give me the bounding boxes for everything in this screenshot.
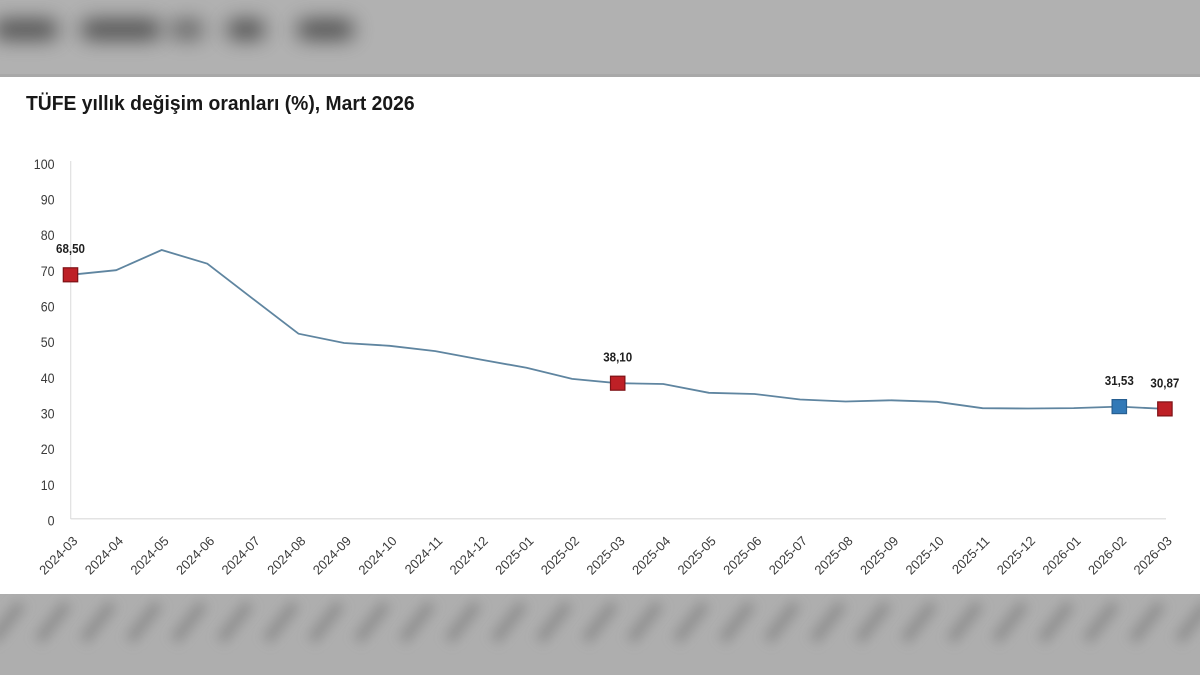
- svg-text:2024-04: 2024-04: [82, 533, 126, 577]
- svg-text:2025-11: 2025-11: [949, 533, 993, 577]
- svg-text:0: 0: [48, 513, 55, 528]
- svg-text:30,87: 30,87: [1150, 375, 1179, 390]
- svg-text:2025-07: 2025-07: [766, 533, 810, 577]
- svg-text:2025-02: 2025-02: [538, 533, 582, 577]
- svg-text:20: 20: [41, 442, 55, 457]
- svg-text:2026-02: 2026-02: [1085, 533, 1129, 577]
- svg-text:2025-06: 2025-06: [720, 533, 764, 577]
- svg-text:2024-12: 2024-12: [447, 533, 491, 577]
- svg-text:2025-05: 2025-05: [675, 533, 719, 577]
- svg-text:2025-04: 2025-04: [629, 533, 673, 577]
- svg-text:2024-11: 2024-11: [402, 533, 446, 577]
- svg-text:2025-01: 2025-01: [492, 533, 536, 577]
- svg-text:31,53: 31,53: [1105, 373, 1134, 388]
- svg-text:50: 50: [41, 335, 55, 350]
- svg-text:2024-10: 2024-10: [355, 533, 399, 577]
- svg-text:2026-03: 2026-03: [1131, 533, 1175, 577]
- svg-text:2025-10: 2025-10: [903, 533, 947, 577]
- svg-text:68,50: 68,50: [56, 241, 85, 256]
- svg-text:10: 10: [41, 478, 55, 493]
- svg-text:40: 40: [41, 371, 55, 386]
- svg-text:30: 30: [41, 406, 55, 421]
- svg-text:80: 80: [41, 228, 55, 243]
- svg-text:2025-12: 2025-12: [994, 533, 1038, 577]
- svg-text:2024-06: 2024-06: [173, 533, 217, 577]
- svg-text:2024-08: 2024-08: [264, 533, 308, 577]
- svg-text:2024-03: 2024-03: [36, 533, 80, 577]
- svg-text:2026-01: 2026-01: [1039, 533, 1083, 577]
- svg-text:2024-07: 2024-07: [219, 533, 263, 577]
- svg-text:2024-05: 2024-05: [127, 533, 171, 577]
- svg-text:70: 70: [41, 264, 55, 279]
- svg-text:2025-08: 2025-08: [811, 533, 855, 577]
- svg-text:2025-03: 2025-03: [583, 533, 627, 577]
- svg-text:100: 100: [34, 157, 55, 172]
- svg-text:2024-09: 2024-09: [310, 533, 354, 577]
- svg-text:90: 90: [41, 193, 55, 208]
- svg-text:2025-09: 2025-09: [857, 533, 901, 577]
- svg-text:38,10: 38,10: [603, 350, 632, 365]
- svg-text:60: 60: [41, 300, 55, 315]
